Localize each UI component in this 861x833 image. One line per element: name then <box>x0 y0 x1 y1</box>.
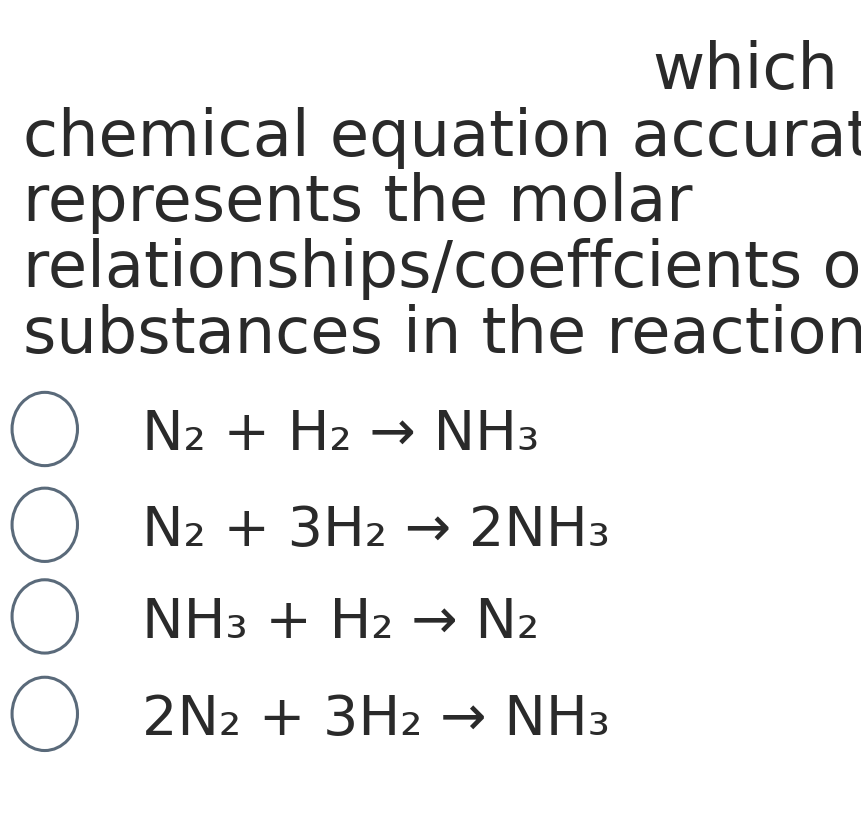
Text: substances in the reaction?: substances in the reaction? <box>23 304 861 366</box>
Text: chemical equation accurately: chemical equation accurately <box>23 107 861 168</box>
Text: which: which <box>652 40 838 102</box>
Text: represents the molar: represents the molar <box>23 172 693 234</box>
Text: N₂ + 3H₂ → 2NH₃: N₂ + 3H₂ → 2NH₃ <box>142 504 610 558</box>
Text: NH₃ + H₂ → N₂: NH₃ + H₂ → N₂ <box>142 596 539 650</box>
Text: 2N₂ + 3H₂ → NH₃: 2N₂ + 3H₂ → NH₃ <box>142 693 610 747</box>
Text: relationships/coeffcients of the: relationships/coeffcients of the <box>23 238 861 300</box>
Text: N₂ + H₂ → NH₃: N₂ + H₂ → NH₃ <box>142 408 539 462</box>
